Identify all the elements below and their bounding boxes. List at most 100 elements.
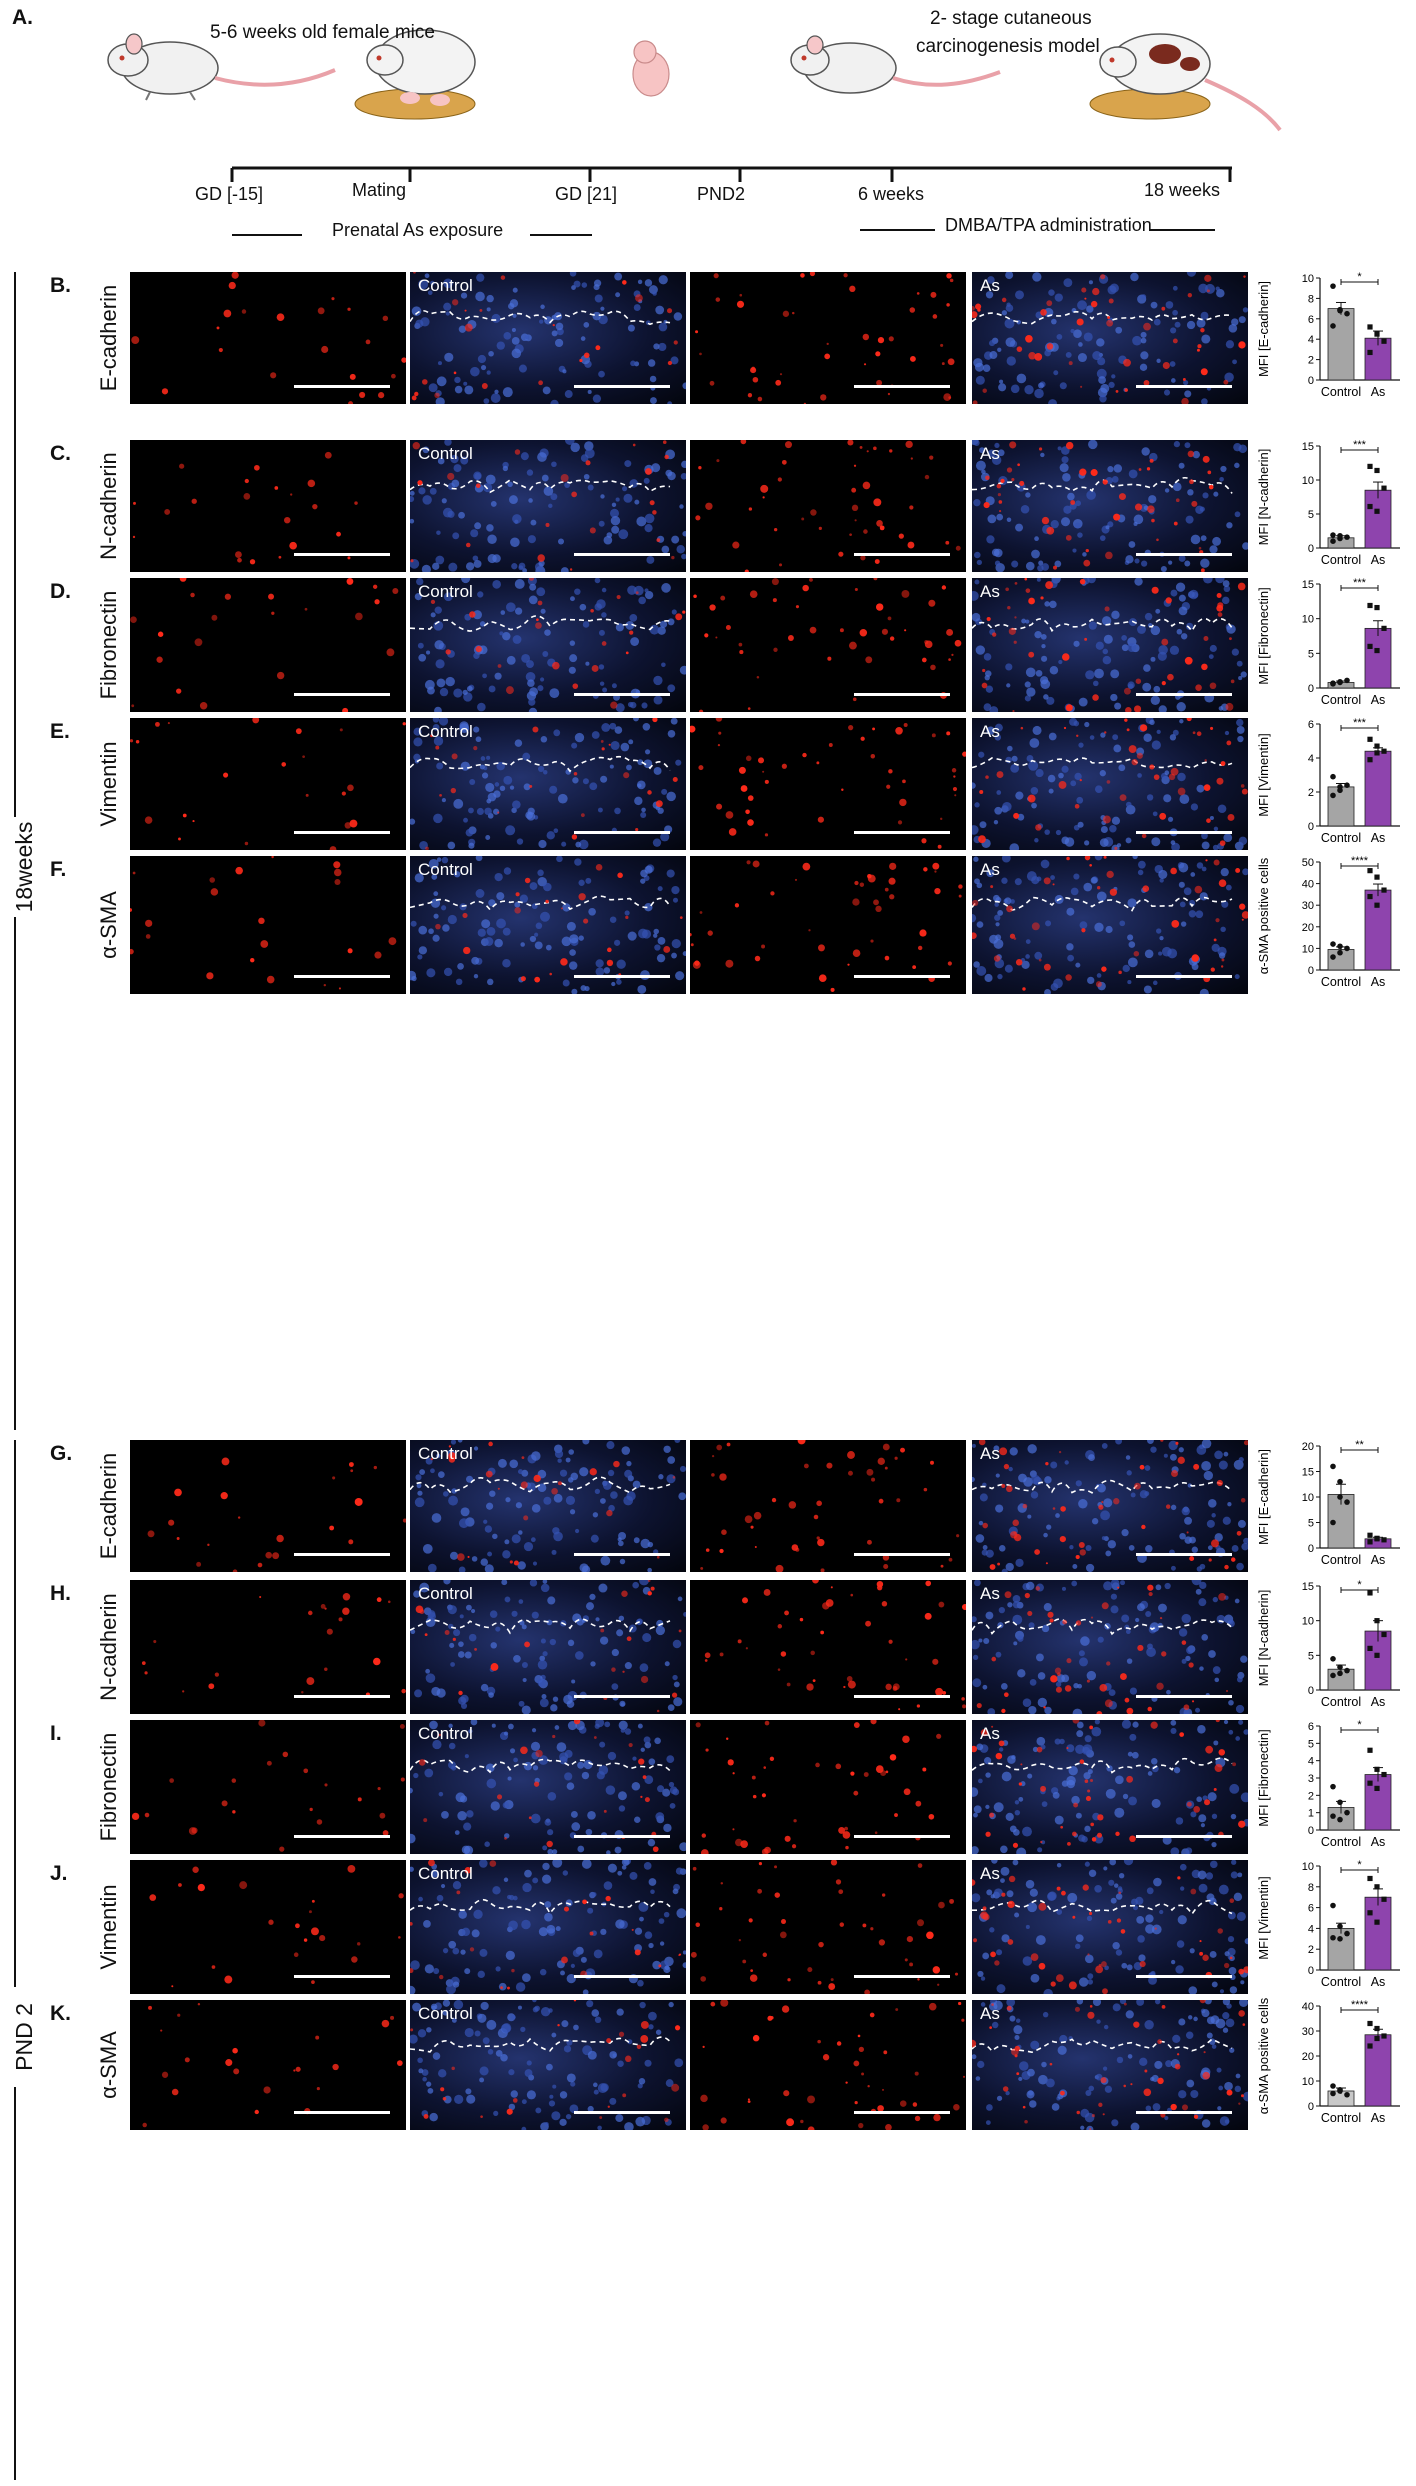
nucleus-dot [1105, 925, 1113, 934]
nucleus-dot [555, 322, 564, 331]
nucleus-dot [1130, 1898, 1138, 1906]
nucleus-dot [1236, 1676, 1243, 1683]
nucleus-dot [433, 1968, 440, 1975]
stain-dot [838, 1826, 846, 1834]
stain-dot [1209, 682, 1217, 690]
nucleus-dot [460, 761, 470, 771]
stain-dot [940, 817, 943, 821]
nucleus-dot [997, 449, 1005, 457]
nucleus-dot [559, 1469, 568, 1477]
micrograph-control-merge: Control [410, 1440, 686, 1572]
stain-dot [1076, 2110, 1080, 2115]
nucleus-dot [571, 1679, 576, 1684]
nucleus-dot [597, 2083, 608, 2094]
nucleus-dot [1110, 1605, 1119, 1614]
micrograph-control-red [130, 856, 406, 994]
stain-dot [1226, 1689, 1229, 1692]
stain-dot [909, 307, 916, 313]
marker-label: N-cadherin [96, 1593, 121, 1701]
nucleus-dot [984, 675, 990, 681]
image-label: Control [418, 722, 473, 741]
scale-bar [294, 975, 390, 978]
nucleus-dot [1232, 359, 1237, 365]
stain-dot [582, 1899, 587, 1905]
scale-bar [574, 1553, 670, 1556]
nucleus-dot [989, 351, 998, 359]
stain-dot [725, 959, 734, 968]
stain-dot [208, 1683, 215, 1690]
nucleus-dot [1115, 1893, 1123, 1900]
nucleus-dot [1165, 301, 1174, 309]
stain-dot [133, 501, 136, 505]
nucleus-dot [424, 679, 435, 690]
nucleus-dot [1238, 1720, 1244, 1725]
micrograph-texture [410, 1440, 686, 1572]
stain-dot [991, 1725, 994, 1728]
nucleus-dot [1109, 1860, 1117, 1866]
y-tick-label: 4 [1308, 753, 1314, 765]
nucleus-dot [1203, 1470, 1214, 1481]
nucleus-dot [483, 1519, 488, 1524]
nucleus-dot [539, 1698, 549, 1708]
nucleus-dot [1073, 873, 1080, 880]
stain-dot [573, 1720, 581, 1725]
y-tick-label: 10 [1302, 1861, 1314, 1873]
stain-dot [995, 1752, 1003, 1760]
nucleus-dot [1070, 328, 1075, 334]
nucleus-dot [436, 530, 441, 535]
nucleus-dot [431, 874, 438, 880]
nucleus-dot [982, 364, 991, 373]
nucleus-dot [1132, 1721, 1139, 1728]
nucleus-dot [1190, 1811, 1197, 1818]
stain-dot [752, 376, 759, 383]
nucleus-dot [658, 1918, 665, 1924]
model-label-2: carcinogenesis model [916, 36, 1100, 57]
nucleus-dot [531, 1451, 541, 1461]
x-tick-label: As [1371, 1835, 1386, 1849]
stain-dot [402, 1518, 406, 1523]
stain-dot [777, 1624, 783, 1629]
data-point [1344, 677, 1350, 684]
nucleus-dot [412, 2002, 421, 2012]
nucleus-dot [652, 1960, 661, 1970]
stain-dot [535, 622, 542, 629]
nucleus-dot [1006, 683, 1011, 688]
nucleus-dot [447, 1605, 457, 1615]
nucleus-dot [1078, 342, 1083, 347]
nucleus-dot [1068, 1766, 1078, 1776]
stain-dot [769, 1756, 775, 1761]
stain-dot [1199, 1940, 1202, 1943]
stain-dot [1050, 1675, 1058, 1683]
stain-dot [990, 1951, 996, 1958]
stain-dot [1028, 651, 1035, 658]
nucleus-dot [983, 653, 992, 661]
nucleus-dot [506, 655, 516, 665]
nucleus-dot [594, 578, 601, 584]
stain-dot [779, 373, 783, 376]
nucleus-dot [1218, 1460, 1228, 1470]
nucleus-dot [1154, 2060, 1163, 2069]
micrograph-texture [972, 2000, 1248, 2130]
nucleus-dot [1051, 2103, 1060, 2111]
nucleus-dot [1113, 464, 1123, 473]
micrograph-as-merge: As [972, 1580, 1248, 1714]
nucleus-dot [1184, 390, 1192, 398]
nucleus-dot [568, 961, 578, 970]
y-tick-label: 5 [1308, 648, 1314, 660]
nucleus-dot [657, 1785, 665, 1793]
stain-dot [1118, 970, 1122, 975]
stain-dot [497, 1487, 500, 1490]
stain-dot [754, 955, 761, 962]
nucleus-dot [1059, 1738, 1065, 1745]
nucleus-dot [991, 2021, 999, 2029]
stain-dot [252, 718, 260, 724]
nucleus-dot [1028, 1622, 1035, 1629]
stain-dot [239, 1881, 248, 1890]
dmba-label: DMBA/TPA administration [945, 215, 1152, 235]
nucleus-dot [972, 612, 981, 622]
nucleus-dot [617, 1540, 624, 1547]
y-tick-label: 0 [1308, 1543, 1314, 1555]
nucleus-dot [972, 1893, 981, 1903]
data-point [1367, 324, 1373, 330]
nucleus-dot [1150, 2076, 1155, 2082]
